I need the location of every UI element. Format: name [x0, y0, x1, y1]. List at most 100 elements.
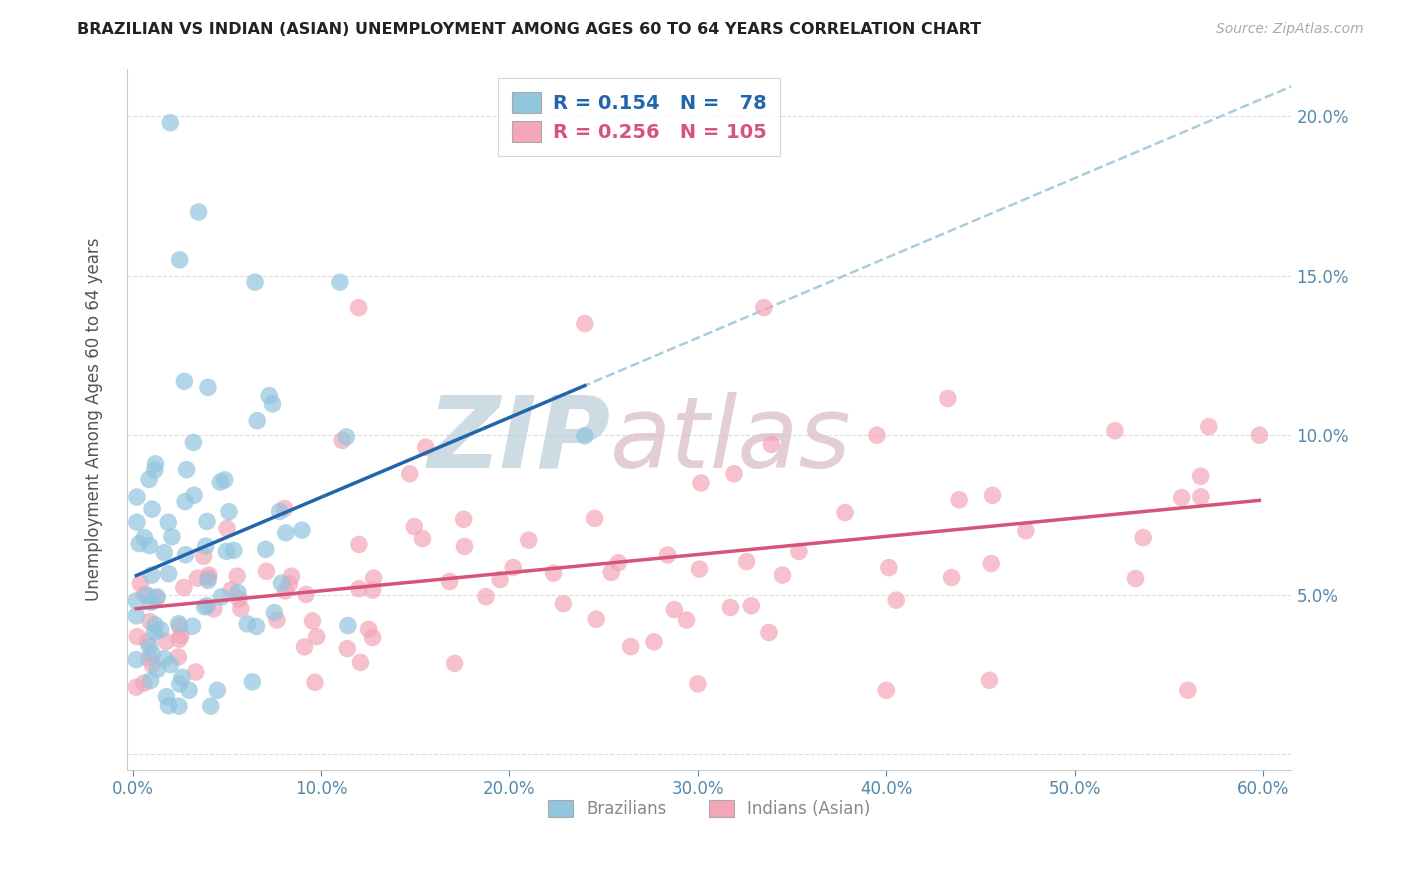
Point — [291, 523, 314, 537]
Point — [176, 462, 198, 476]
Point — [186, 571, 208, 585]
Point — [664, 602, 686, 616]
Point — [502, 560, 524, 574]
Point — [167, 632, 190, 647]
Point — [139, 673, 162, 688]
Point — [336, 618, 359, 632]
Point — [215, 544, 238, 558]
Point — [262, 397, 284, 411]
Point — [134, 587, 156, 601]
Point — [202, 602, 225, 616]
Point — [170, 629, 193, 643]
Point — [583, 511, 606, 525]
Point — [195, 515, 218, 529]
Point — [159, 657, 181, 672]
Point — [941, 570, 963, 584]
Point — [132, 676, 155, 690]
Point — [125, 490, 148, 504]
Point — [415, 440, 437, 454]
Point — [226, 585, 249, 599]
Point — [197, 571, 219, 585]
Point — [643, 635, 665, 649]
Point — [1132, 531, 1154, 545]
Point — [209, 475, 232, 489]
Point — [174, 494, 197, 508]
Point — [347, 582, 370, 596]
Point — [173, 581, 195, 595]
Point — [146, 662, 169, 676]
Point — [226, 569, 249, 583]
Point — [157, 516, 180, 530]
Point — [981, 488, 1004, 502]
Legend: Brazilians, Indians (Asian): Brazilians, Indians (Asian) — [541, 793, 877, 825]
Point — [270, 576, 292, 591]
Point — [398, 467, 420, 481]
Point — [489, 573, 512, 587]
Point — [718, 600, 741, 615]
Point — [517, 533, 540, 548]
Point — [585, 612, 607, 626]
Point — [690, 475, 713, 490]
Point — [304, 675, 326, 690]
Point — [411, 532, 433, 546]
Point — [138, 539, 160, 553]
Point — [141, 502, 163, 516]
Point — [875, 683, 897, 698]
Point — [936, 392, 959, 406]
Point — [228, 591, 250, 606]
Point — [157, 566, 180, 581]
Point — [884, 593, 907, 607]
Point — [689, 562, 711, 576]
Point — [274, 501, 297, 516]
Point — [159, 116, 181, 130]
Point — [363, 571, 385, 585]
Point — [160, 530, 183, 544]
Point — [215, 521, 238, 535]
Text: ZIP: ZIP — [427, 392, 610, 489]
Point — [141, 595, 163, 609]
Point — [155, 690, 177, 704]
Point — [280, 569, 302, 583]
Point — [194, 539, 217, 553]
Point — [607, 556, 630, 570]
Point — [294, 640, 316, 654]
Point — [173, 374, 195, 388]
Point — [183, 488, 205, 502]
Text: Source: ZipAtlas.com: Source: ZipAtlas.com — [1216, 22, 1364, 37]
Text: atlas: atlas — [610, 392, 852, 489]
Point — [187, 205, 209, 219]
Point — [723, 467, 745, 481]
Point — [129, 576, 152, 591]
Point — [211, 590, 233, 604]
Point — [143, 618, 166, 632]
Point — [157, 698, 180, 713]
Point — [266, 613, 288, 627]
Point — [193, 549, 215, 564]
Point — [136, 588, 159, 602]
Point — [361, 583, 384, 598]
Point — [219, 582, 242, 597]
Point — [761, 437, 783, 451]
Point — [243, 275, 266, 289]
Point — [274, 584, 297, 599]
Point — [200, 699, 222, 714]
Point — [240, 674, 263, 689]
Point — [236, 616, 259, 631]
Point — [136, 634, 159, 648]
Point — [269, 504, 291, 518]
Point — [193, 599, 215, 614]
Point — [125, 680, 148, 694]
Point — [125, 515, 148, 529]
Point — [184, 665, 207, 679]
Point — [335, 430, 357, 444]
Point — [1189, 469, 1212, 483]
Point — [675, 613, 697, 627]
Point — [301, 614, 323, 628]
Point — [980, 557, 1002, 571]
Point — [657, 548, 679, 562]
Point — [177, 683, 200, 698]
Point — [404, 519, 426, 533]
Point — [125, 652, 148, 666]
Point — [222, 543, 245, 558]
Point — [1177, 683, 1199, 698]
